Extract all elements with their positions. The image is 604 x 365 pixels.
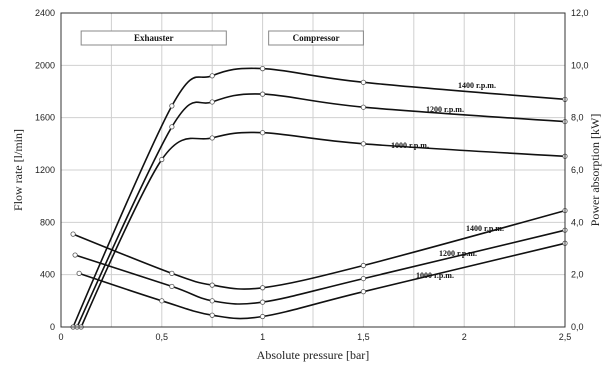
flow-data-point (259, 130, 266, 136)
flow-data-point (360, 79, 366, 85)
power-data-point (72, 252, 78, 258)
y-tick-label: 1600 (35, 113, 55, 123)
power-data-point (76, 270, 82, 276)
flow-data-point (360, 141, 366, 147)
y-tick-label: 400 (40, 270, 55, 280)
flow-data-point (169, 103, 175, 109)
flow-series-line (76, 93, 566, 328)
flow-data-point (259, 91, 266, 97)
flow-series-label: 1000 r.p.m. (391, 141, 429, 150)
y2-tick-label: 12,0 (571, 8, 589, 18)
flow-series-line (80, 131, 566, 328)
y-tick-label: 800 (40, 217, 55, 227)
y2-tick-label: 6,0 (571, 165, 584, 175)
flow-series-label: 1400 r.p.m. (458, 81, 496, 90)
power-data-point (169, 283, 175, 290)
y2-axis-label: Power absorption [kW] (588, 114, 602, 227)
y-tick-label: 2000 (35, 60, 55, 70)
power-data-point (259, 299, 266, 305)
power-series-line (72, 209, 566, 290)
flow-data-point (209, 73, 215, 79)
power-data-point (159, 298, 165, 304)
power-data-point (169, 270, 175, 276)
power-data-point (209, 298, 215, 304)
x-tick-label: 2 (462, 332, 467, 342)
y-tick-label: 2400 (35, 8, 55, 18)
power-data-point (360, 275, 366, 282)
region-label: Compressor (293, 33, 340, 43)
flow-series-label: 1200 r.p.m. (426, 105, 464, 114)
y2-tick-label: 8,0 (571, 113, 584, 123)
region-label: Exhauster (134, 33, 174, 43)
power-data-point (360, 262, 366, 269)
power-series-label: 1000 r.p.m. (416, 271, 454, 280)
flow-series-line (72, 67, 566, 328)
grid (61, 13, 565, 327)
power-series-line (74, 229, 566, 305)
flow-data-point (259, 66, 266, 72)
power-data-point (259, 313, 266, 320)
flow-data-point (360, 104, 366, 110)
tick-labels: 040080012001600200024000,02,04,06,08,010… (35, 8, 589, 342)
plot-frame (60, 12, 566, 328)
region-boxes: Exhauster Compressor (80, 30, 364, 46)
x-tick-label: 1,5 (357, 332, 370, 342)
power-series-label: 1200 r.p.m. (439, 249, 477, 258)
y2-tick-label: 0,0 (571, 322, 584, 332)
y2-tick-label: 2,0 (571, 270, 584, 280)
x-tick-label: 0,5 (156, 332, 169, 342)
series-group: 1400 r.p.m. 1200 r.p.m. 1000 r.p.m. 1400 r.… (70, 66, 568, 330)
x-axis-label: Absolute pressure [bar] (257, 348, 370, 362)
power-series-label: 1400 r.p.m. (466, 224, 504, 233)
y-tick-label: 0 (50, 322, 55, 332)
power-data-point (70, 231, 76, 237)
y-axis-label: Flow rate [l/min] (11, 129, 25, 211)
flow-data-point (209, 135, 215, 141)
x-tick-label: 1 (260, 332, 265, 342)
region-box (268, 30, 364, 46)
flow-data-point (209, 99, 215, 105)
region-box (80, 30, 227, 46)
y2-tick-label: 4,0 (571, 217, 584, 227)
power-data-point (259, 285, 266, 291)
power-data-point (209, 312, 215, 318)
x-tick-label: 0 (58, 332, 63, 342)
x-tick-label: 2,5 (559, 332, 572, 342)
y2-tick-label: 10,0 (571, 60, 589, 70)
y-tick-label: 1200 (35, 165, 55, 175)
flow-data-point (169, 124, 175, 130)
power-data-point (360, 289, 366, 295)
power-data-point (209, 282, 215, 288)
flow-data-point (159, 156, 165, 163)
